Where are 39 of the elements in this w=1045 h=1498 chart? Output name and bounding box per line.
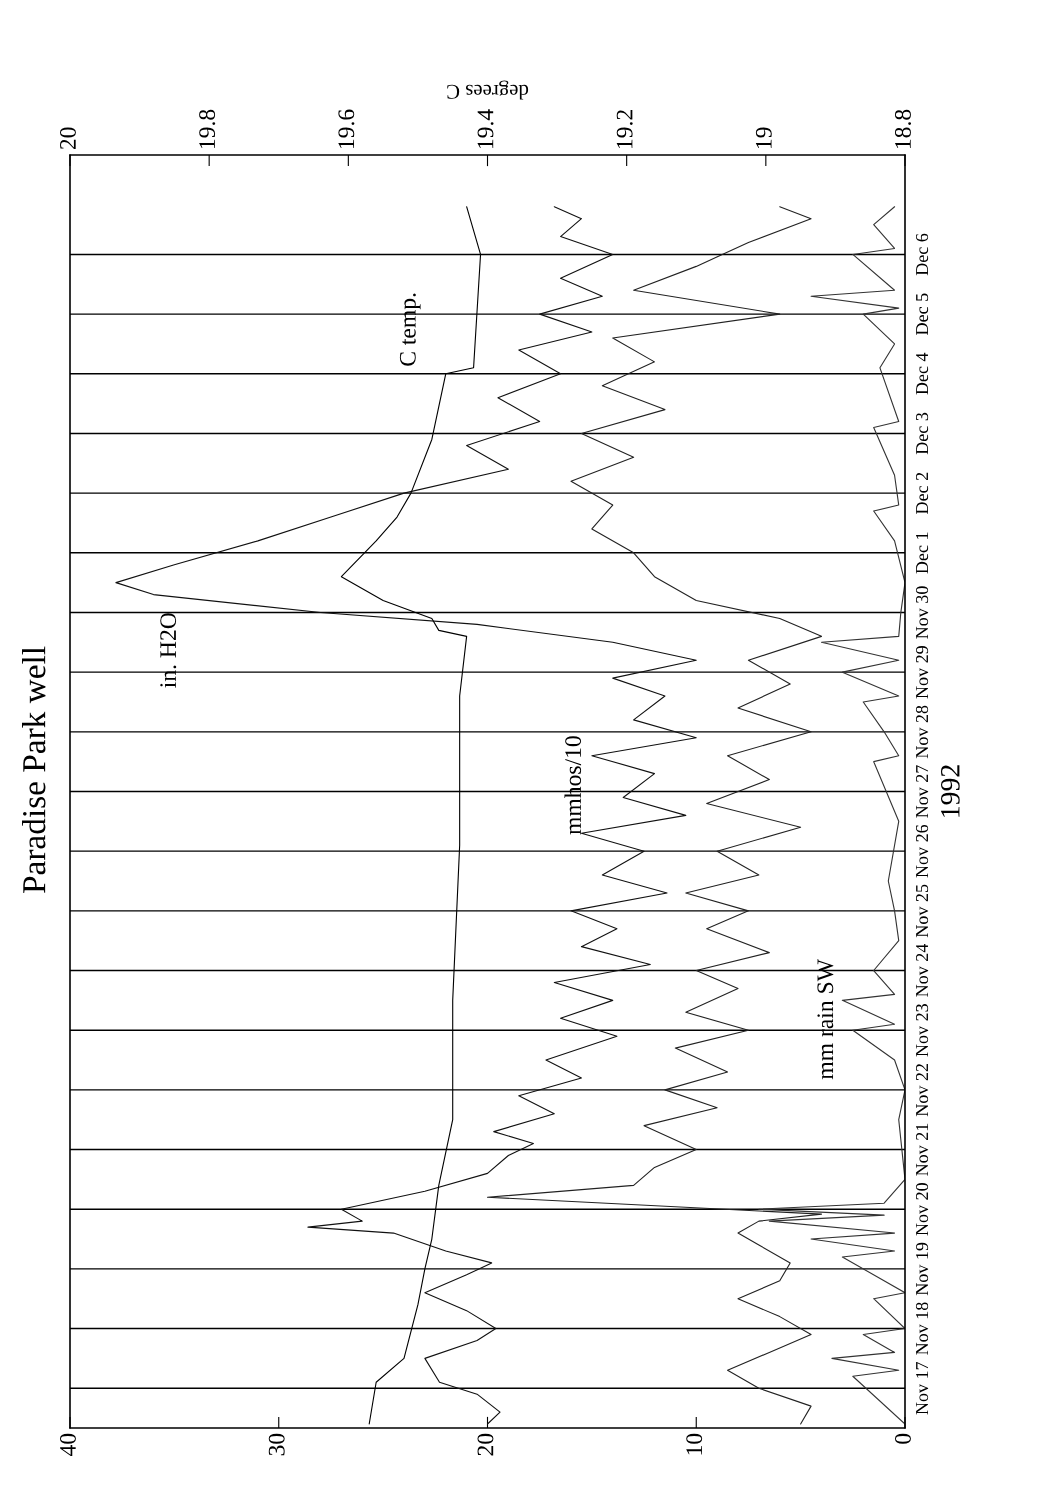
y-tick-label: Dec 4 <box>916 352 929 395</box>
x2-tick-label: 20 <box>59 127 76 150</box>
y-tick-label: Nov 18 <box>915 1302 929 1355</box>
x-tick-label: 0 <box>894 1433 911 1444</box>
x-tick-label: 30 <box>268 1433 285 1456</box>
annotation: mm rain SW <box>817 959 834 1080</box>
y-tick-label: Nov 29 <box>915 646 929 699</box>
y-tick-label: Dec 3 <box>915 412 929 455</box>
y-tick-label: Nov 27 <box>915 765 929 818</box>
x2-tick-label: 19.4 <box>477 109 494 149</box>
y-tick-label: Dec 6 <box>915 233 929 276</box>
x2-tick-label: 18.8 <box>894 109 912 149</box>
y-tick-label: Nov 20 <box>915 1183 929 1236</box>
y-tick-label: Nov 23 <box>915 1004 929 1057</box>
y-tick-label: Nov 25 <box>915 884 929 938</box>
y-tick-label: Dec 1 <box>916 532 929 574</box>
y-tick-label: Nov 24 <box>915 943 929 997</box>
x2-tick-label: 19 <box>755 127 772 149</box>
y-tick-label: Nov 19 <box>915 1242 929 1296</box>
annotation: C temp. <box>399 293 421 366</box>
x-tick-label: 40 <box>59 1433 76 1457</box>
y-tick-label: Nov 22 <box>915 1064 929 1117</box>
y-tick-label: Dec 5 <box>916 293 929 335</box>
x-tick-label: 20 <box>477 1433 494 1456</box>
y-tick-label: Nov 28 <box>915 705 929 759</box>
x2-tick-label: 19.8 <box>199 109 216 149</box>
x2-axis-title: degrees C <box>447 80 529 100</box>
x2-tick-label: 19.6 <box>338 109 355 149</box>
y-tick-label: Nov 26 <box>915 824 929 878</box>
y-tick-label: Nov 30 <box>915 586 929 639</box>
annotation: mmhos/10 <box>564 736 582 835</box>
y-tick-label: Nov 17 <box>916 1361 929 1415</box>
y-tick-label: Dec 2 <box>915 472 929 514</box>
x2-tick-label: 19.2 <box>616 110 633 149</box>
y-tick-label: Nov 21 <box>915 1123 929 1176</box>
x-tick-label: 10 <box>686 1433 703 1455</box>
text: Paradise Park well <box>22 646 46 894</box>
y-axis-title: 1992 <box>941 765 960 817</box>
annotation: in. H2O <box>160 613 177 688</box>
